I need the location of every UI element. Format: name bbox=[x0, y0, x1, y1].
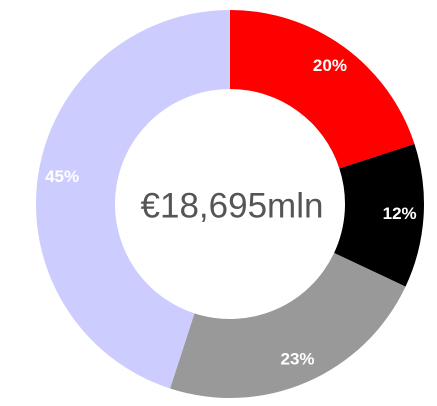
slice bbox=[170, 252, 406, 398]
slices bbox=[36, 10, 424, 398]
data-label: 45% bbox=[45, 167, 79, 186]
data-label: 20% bbox=[313, 56, 347, 75]
slice bbox=[230, 10, 415, 169]
slice bbox=[334, 144, 424, 287]
slice bbox=[36, 10, 231, 389]
center-label: €18,695mln bbox=[141, 186, 324, 225]
data-label: 23% bbox=[280, 350, 314, 369]
data-label: 12% bbox=[383, 204, 417, 223]
